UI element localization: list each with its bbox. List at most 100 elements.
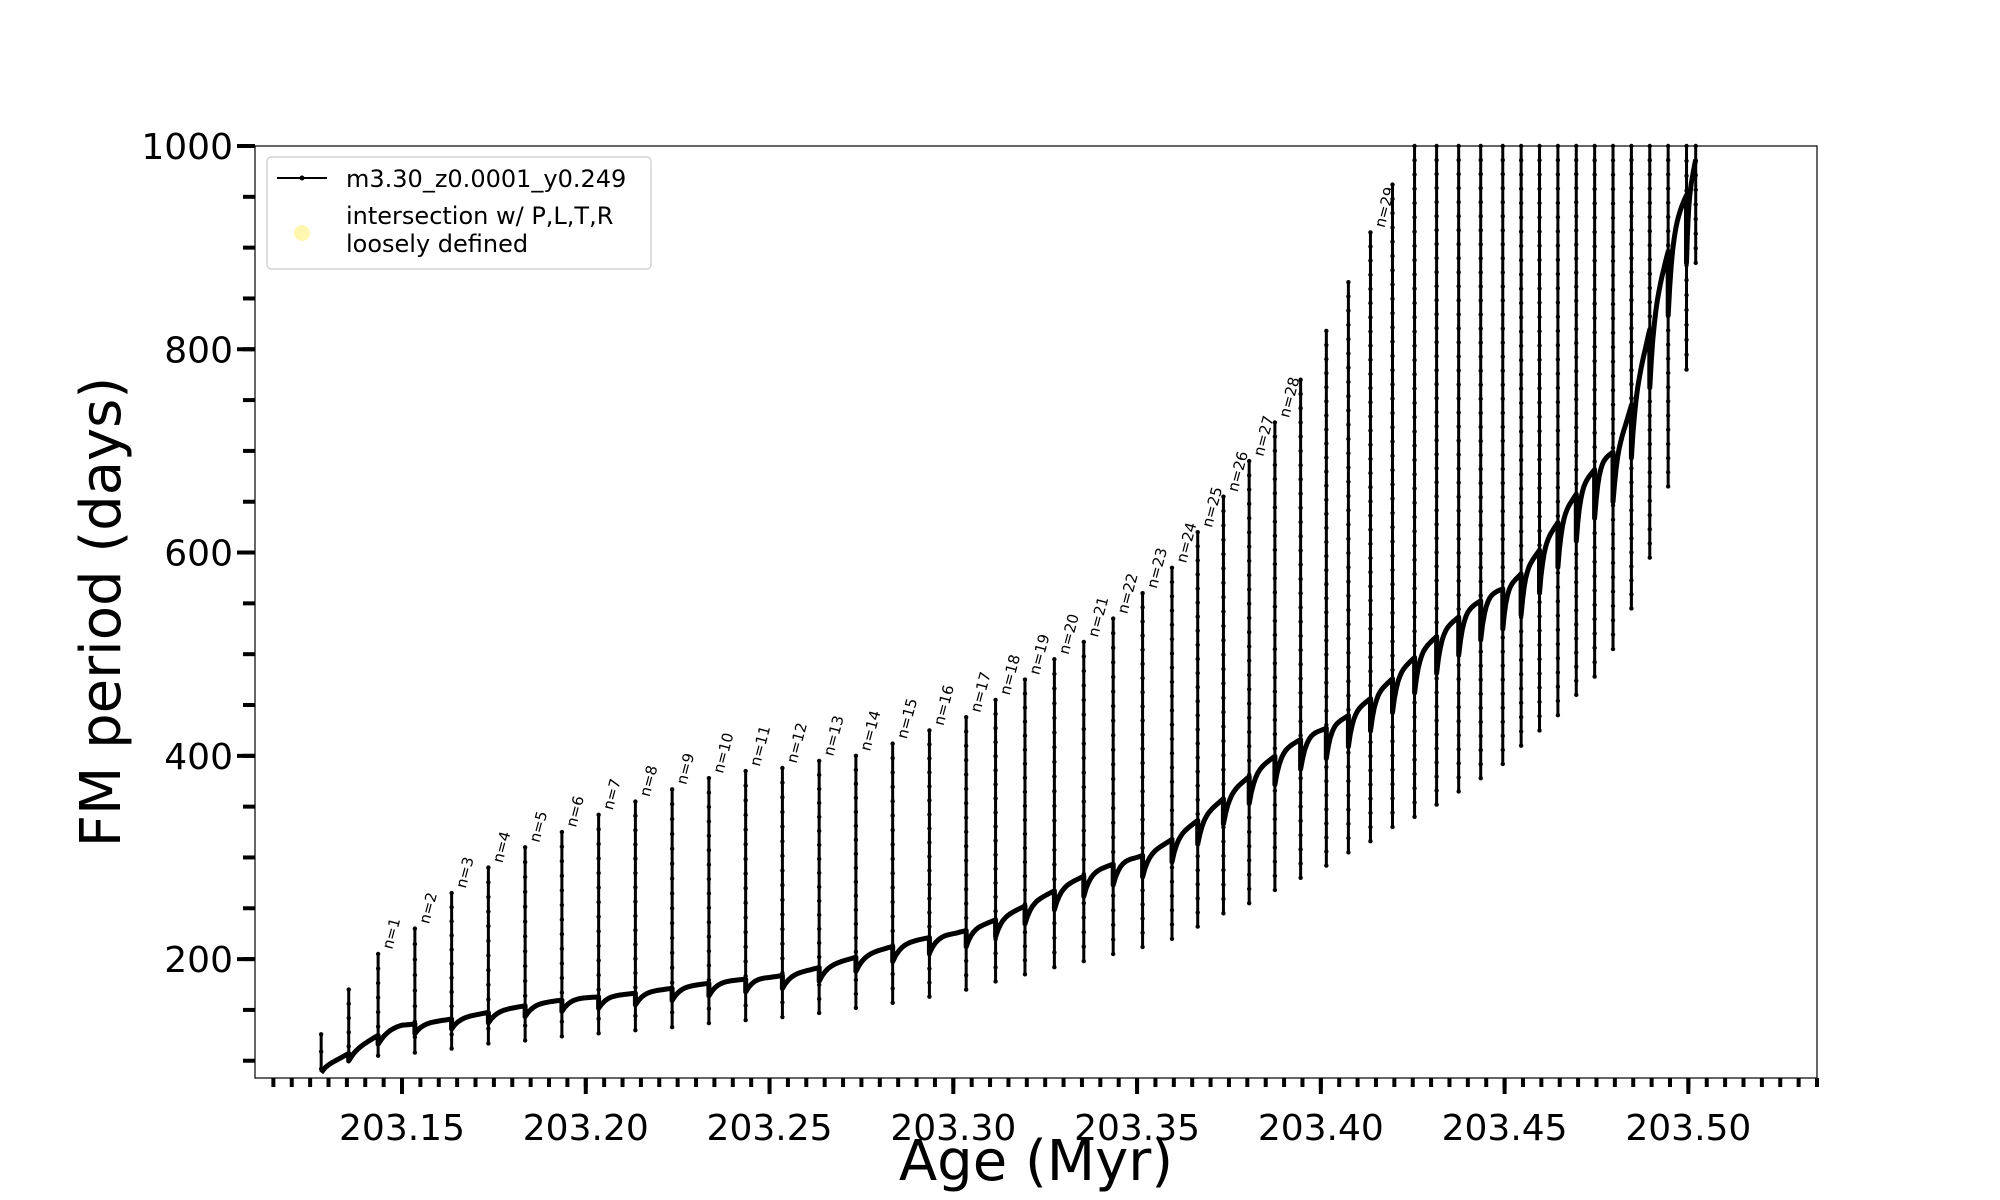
pulse-point [1324, 370, 1329, 376]
pulse-spike [963, 714, 969, 992]
pulse-point [1537, 314, 1542, 320]
pulse-point [1246, 758, 1252, 763]
pulse-point [1246, 487, 1252, 492]
pulse-label: n=20 [1055, 612, 1083, 656]
pulse-point [1629, 339, 1634, 345]
pulse-point [1500, 270, 1505, 275]
pulse-point [1052, 789, 1057, 794]
pulse-point [1110, 937, 1116, 942]
pulse-point [449, 904, 454, 910]
pulse-point [1390, 182, 1395, 187]
pulse-point [1246, 587, 1252, 592]
pulse-point [1647, 385, 1652, 390]
pulse-point [1368, 838, 1373, 844]
pulse-point [993, 894, 998, 900]
pulse-point [1537, 357, 1542, 363]
pulse-point [1081, 741, 1086, 746]
pulse-point [927, 728, 932, 733]
pulse-point [1324, 778, 1329, 784]
pulse-point [1390, 810, 1395, 815]
pulse-point [1592, 244, 1597, 249]
pulse-point [1412, 500, 1417, 506]
pulse-point [1610, 560, 1616, 566]
pulse-point [1110, 922, 1116, 928]
pulse-point [1298, 804, 1303, 809]
pulse-point [1298, 420, 1303, 425]
pulse-point [1412, 429, 1417, 434]
pulse-point [1169, 793, 1175, 799]
pulse-point [1022, 705, 1028, 710]
pulse-point [1169, 779, 1175, 785]
pulse-spike [1221, 494, 1226, 916]
pulse-point [890, 871, 895, 876]
pulse-point [412, 1050, 418, 1055]
pulse-point [669, 802, 675, 807]
pulse-point [596, 1031, 601, 1036]
pulse-point [633, 856, 638, 861]
pulse-point [669, 787, 675, 792]
pulse-point [1412, 200, 1417, 206]
pulse-point [1518, 586, 1524, 591]
pulse-point [1574, 523, 1579, 529]
pulse-point [1022, 789, 1028, 795]
pulse-point [1324, 652, 1329, 657]
pulse-point [927, 938, 932, 943]
pulse-point [1081, 915, 1086, 920]
pulse-point [1537, 172, 1542, 177]
pulse-point [1412, 229, 1417, 234]
pulse-point [1298, 434, 1303, 439]
pulse-point [1412, 600, 1417, 605]
pulse-point [1434, 269, 1439, 275]
pulse-point [706, 775, 712, 781]
pulse-point [1574, 439, 1579, 444]
pulse-point [1434, 339, 1439, 345]
pulse-point [1610, 632, 1616, 637]
pulse-point [1169, 679, 1175, 685]
pulse-point [1412, 629, 1417, 634]
pulse-point [1518, 529, 1524, 534]
pulse-point [1574, 608, 1579, 613]
pulse-point [1537, 557, 1542, 562]
pulse-point [1647, 456, 1652, 461]
pulse-point [1434, 592, 1439, 597]
pulse-point [927, 742, 932, 747]
pulse-point [1324, 582, 1329, 587]
pulse-point [1412, 543, 1417, 548]
pulse-label: n=21 [1084, 595, 1112, 639]
pulse-point [816, 996, 822, 1002]
pulse-point [1272, 533, 1278, 538]
pulse-point [318, 1066, 324, 1072]
pulse-point [1346, 536, 1351, 541]
pulse-point [1195, 839, 1200, 845]
pulse-point [633, 913, 638, 919]
pulse-point [1368, 244, 1373, 249]
pulse-point [890, 885, 895, 890]
pulse-point [1140, 760, 1145, 766]
pulse-point [1324, 793, 1329, 798]
pulse-point [633, 927, 638, 933]
pulse-point [449, 975, 454, 981]
pulse-point [1456, 185, 1461, 191]
pulse-point [1555, 399, 1561, 405]
pulse-point [1434, 353, 1439, 359]
pulse-point [780, 839, 785, 844]
pulse-point [993, 951, 998, 956]
pulse-point [1081, 639, 1086, 645]
pulse-spike [318, 1032, 324, 1072]
pulse-point [1346, 508, 1351, 513]
pulse-point [1574, 537, 1579, 543]
pulse-point [1478, 607, 1483, 612]
pulse-point [1610, 546, 1616, 551]
pulse-point [1110, 762, 1116, 767]
pulse-point [1518, 172, 1524, 177]
pulse-point [1665, 427, 1671, 432]
pulse-point [1298, 477, 1303, 482]
pulse-point [927, 784, 932, 789]
pulse-point [743, 915, 748, 920]
pulse-point [1140, 675, 1145, 681]
pulse-point [1169, 908, 1175, 913]
pulse-point [1169, 808, 1175, 813]
pulse-spike [1610, 143, 1616, 652]
pulse-point [1221, 580, 1226, 586]
pulse-point [1592, 444, 1597, 450]
